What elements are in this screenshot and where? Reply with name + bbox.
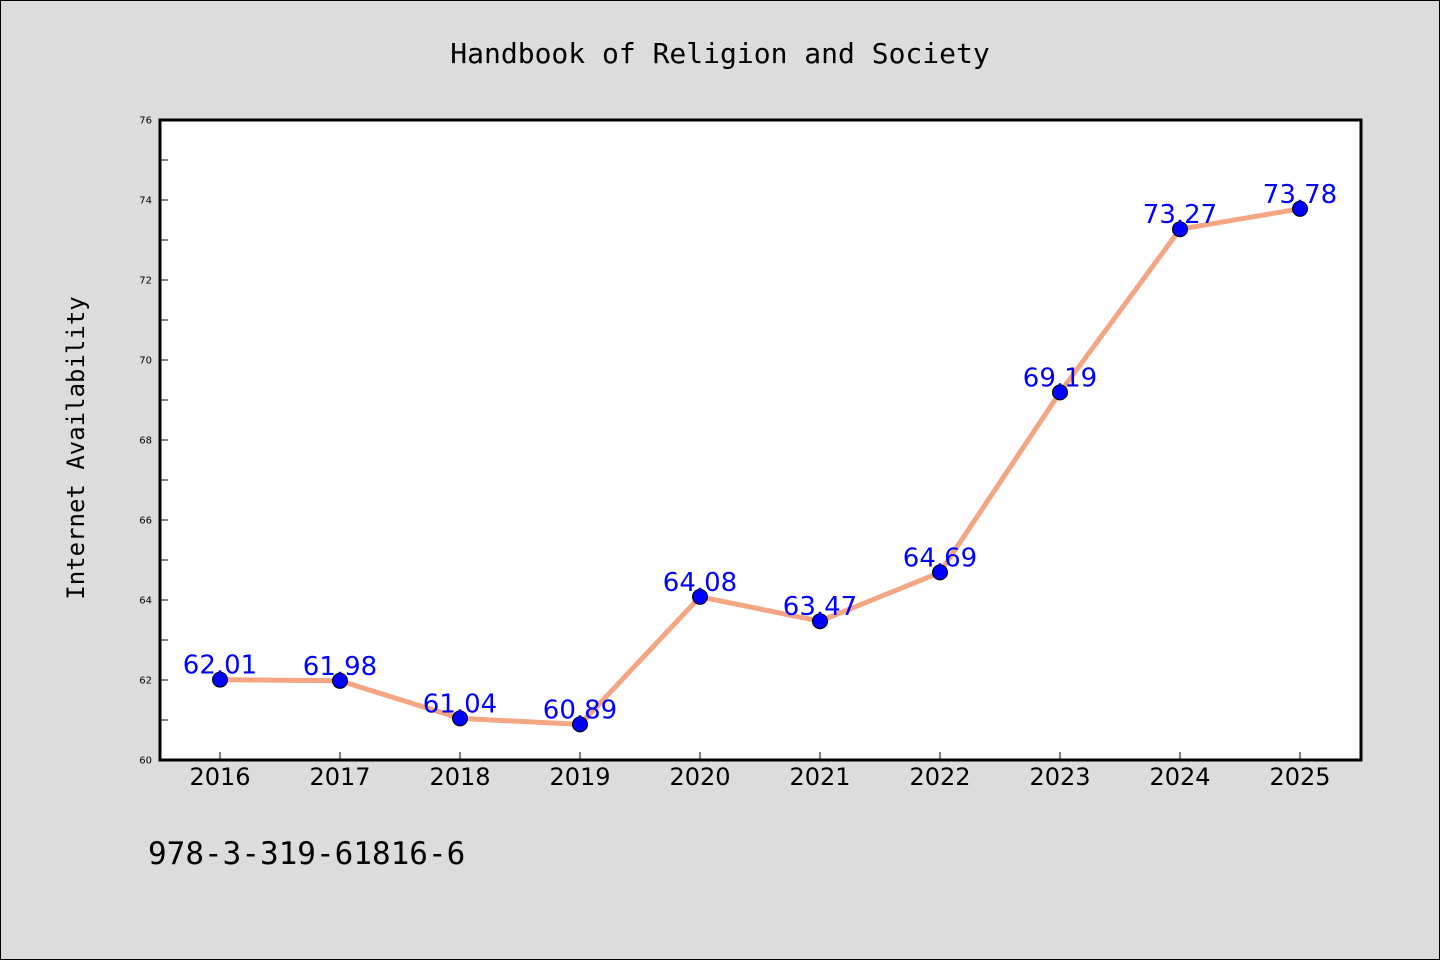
- y-tick-label: 60: [139, 756, 152, 767]
- plot-border: [158, 118, 1363, 762]
- x-tick-label: 2018: [429, 763, 490, 791]
- data-point: [212, 671, 228, 688]
- data-label: 64.69: [903, 543, 977, 573]
- y-tick-label: 64: [139, 596, 152, 607]
- x-tick-label: 2025: [1269, 763, 1330, 791]
- x-axis: 2016 2017 2018 2019 2020 2021 2022 2023 2024 2025: [189, 752, 1331, 791]
- data-label: 73.27: [1143, 200, 1217, 230]
- y-tick-label: 70: [139, 356, 152, 367]
- data-point: [1292, 200, 1308, 217]
- series-markers: [212, 200, 1308, 733]
- chart-title: Handbook of Religion and Society: [450, 37, 989, 70]
- x-tick-label: 2021: [789, 763, 850, 791]
- x-tick-label: 2024: [1149, 763, 1210, 791]
- data-point: [692, 588, 708, 605]
- y-tick-label: 72: [139, 276, 152, 287]
- series-line-group: [217, 206, 1303, 727]
- data-point: [1052, 384, 1068, 401]
- x-tick-label: 2016: [189, 763, 250, 791]
- data-label: 61.98: [303, 652, 377, 682]
- y-axis-label: Internet Availability: [62, 296, 90, 599]
- data-point: [932, 564, 948, 581]
- data-label: 60.89: [543, 695, 617, 725]
- x-tick-label: 2019: [549, 763, 610, 791]
- data-point: [452, 710, 468, 727]
- data-point: [572, 716, 588, 733]
- data-label: 73.78: [1263, 180, 1337, 210]
- data-label: 61.04: [423, 689, 497, 719]
- x-tick-label: 2017: [309, 763, 370, 791]
- data-labels: 62.01 61.98 61.04 60.89 64.08 63.47 64.69 69.19…: [183, 180, 1337, 726]
- x-tick-label: 2022: [909, 763, 970, 791]
- data-label: 69.19: [1023, 363, 1097, 393]
- y-tick-label: 76: [139, 116, 152, 127]
- data-label: 64.08: [663, 568, 737, 598]
- y-tick-label: 62: [139, 676, 152, 687]
- x-tick-label: 2023: [1029, 763, 1090, 791]
- data-point: [1172, 221, 1188, 238]
- data-label: 63.47: [783, 592, 857, 622]
- plot-area: [160, 120, 1361, 760]
- series-line: [217, 206, 1303, 727]
- y-tick-label: 68: [139, 436, 152, 447]
- data-point: [812, 613, 828, 630]
- data-point: [332, 672, 348, 689]
- isbn-text: 978-3-319-61816-6: [148, 836, 465, 872]
- data-label: 62.01: [183, 651, 257, 681]
- x-tick-label: 2020: [669, 763, 730, 791]
- y-tick-label: 74: [139, 196, 152, 207]
- y-tick-label: 66: [139, 516, 152, 527]
